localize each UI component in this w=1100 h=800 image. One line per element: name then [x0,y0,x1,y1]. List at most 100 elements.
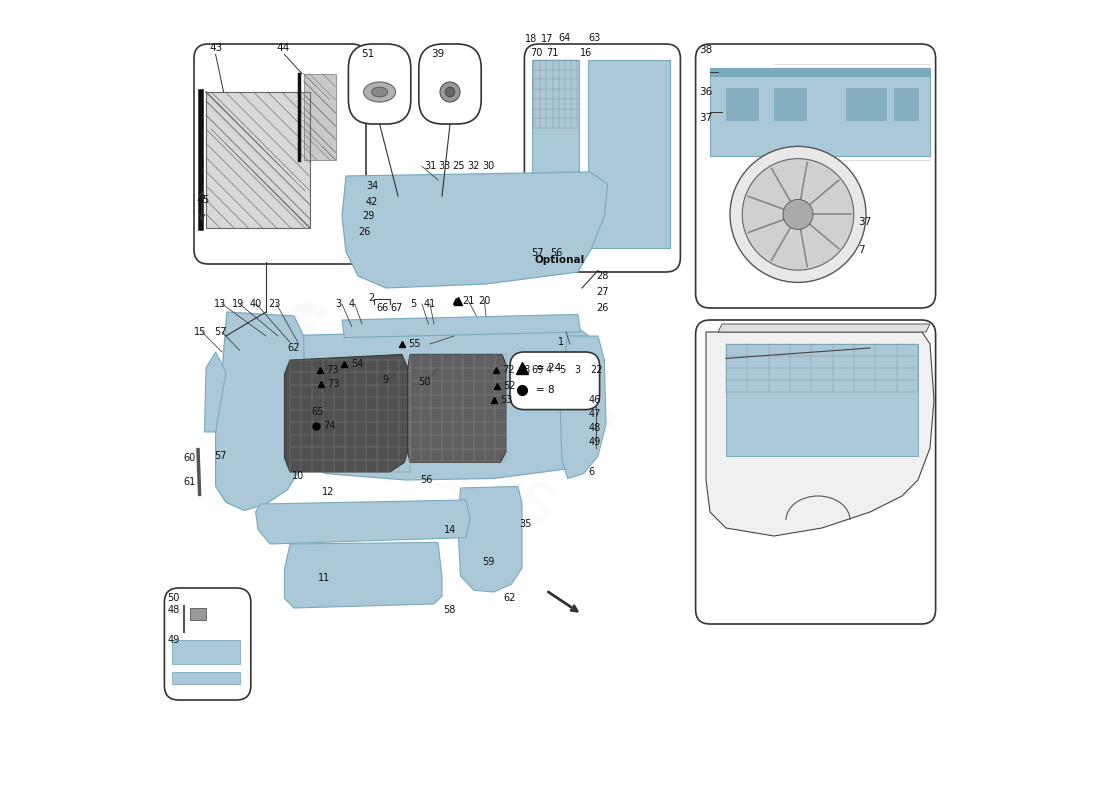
Text: 56: 56 [420,475,432,485]
Bar [846,88,886,120]
Text: 34: 34 [366,181,378,190]
Text: 42: 42 [366,197,378,206]
FancyBboxPatch shape [194,44,366,264]
Text: 64: 64 [558,33,570,42]
FancyBboxPatch shape [419,44,481,124]
Text: 59: 59 [482,557,494,566]
Polygon shape [268,328,598,480]
Text: 68: 68 [518,365,530,374]
Text: 6: 6 [588,467,594,477]
Text: 16: 16 [580,48,592,58]
Text: 36: 36 [698,87,712,97]
Text: 44: 44 [276,43,289,53]
Polygon shape [173,672,240,684]
Polygon shape [706,332,934,536]
Text: 41: 41 [424,299,436,309]
Text: 70: 70 [530,48,542,58]
Text: 62: 62 [287,343,300,353]
Polygon shape [718,324,930,332]
Text: 5: 5 [410,299,416,309]
Text: ferrari: ferrari [244,293,616,507]
Text: 45: 45 [197,195,210,205]
Text: 10: 10 [293,471,305,481]
Text: 48: 48 [588,423,601,433]
Polygon shape [173,640,240,664]
Text: 1: 1 [558,338,564,347]
Polygon shape [285,354,410,472]
Text: 3: 3 [574,365,580,374]
Text: 27: 27 [596,287,609,297]
Text: 21: 21 [462,296,474,306]
Text: 63: 63 [588,33,601,42]
Text: 12: 12 [322,487,334,497]
Text: 47: 47 [588,410,601,419]
Text: 25: 25 [452,162,465,171]
Text: 73: 73 [326,365,339,374]
FancyBboxPatch shape [510,352,600,410]
Text: 58: 58 [443,605,455,614]
Text: 5: 5 [560,365,565,374]
Text: = 24: = 24 [536,363,561,373]
Text: 40: 40 [250,299,262,309]
Text: 35: 35 [519,519,532,529]
Text: 2: 2 [368,294,375,303]
Text: 46: 46 [588,395,601,405]
Text: 28: 28 [596,271,608,281]
Circle shape [730,146,866,282]
Text: 23: 23 [268,299,280,309]
Text: 31: 31 [425,162,437,171]
Polygon shape [285,542,442,608]
Text: 7: 7 [858,245,865,254]
Text: 57: 57 [214,327,227,337]
Polygon shape [588,60,670,248]
Text: 71: 71 [546,48,559,58]
Text: 13: 13 [214,299,227,309]
Ellipse shape [440,82,460,102]
Text: 52: 52 [504,381,516,390]
Polygon shape [216,312,306,510]
Bar [894,88,918,120]
Text: 48: 48 [167,605,180,614]
Text: 66: 66 [376,303,388,313]
Text: 20: 20 [478,296,491,306]
Circle shape [742,158,854,270]
Text: 43: 43 [209,43,222,53]
Ellipse shape [372,87,387,97]
Text: 49: 49 [588,438,601,447]
Text: 54: 54 [351,359,363,369]
Text: 26: 26 [596,303,608,313]
FancyBboxPatch shape [525,44,681,272]
FancyBboxPatch shape [349,44,410,124]
Text: 57: 57 [531,248,543,258]
Text: 17: 17 [541,34,553,44]
Bar [304,74,336,160]
Text: 4: 4 [546,365,552,374]
Text: 69: 69 [531,365,543,374]
Text: 3: 3 [336,299,342,309]
Text: 22: 22 [590,365,603,374]
Circle shape [783,199,813,230]
Polygon shape [458,486,522,592]
Bar [190,608,206,620]
Text: 11: 11 [318,573,330,582]
Text: 29: 29 [362,211,374,221]
Text: Optional: Optional [535,255,585,265]
FancyBboxPatch shape [695,44,936,308]
Text: 73: 73 [328,379,340,389]
Text: = 8: = 8 [536,386,554,395]
Text: 61: 61 [184,477,196,486]
Polygon shape [342,314,581,338]
Text: 26: 26 [358,227,371,237]
Text: 56: 56 [550,248,562,258]
Bar [726,88,758,120]
Text: 9: 9 [382,375,388,385]
FancyBboxPatch shape [695,320,936,624]
Polygon shape [710,68,930,76]
Polygon shape [532,60,579,248]
Bar [774,88,806,120]
Text: 74: 74 [322,422,335,431]
FancyBboxPatch shape [164,588,251,700]
Polygon shape [710,68,930,156]
Text: 18: 18 [525,34,538,44]
Text: 67: 67 [390,303,403,313]
